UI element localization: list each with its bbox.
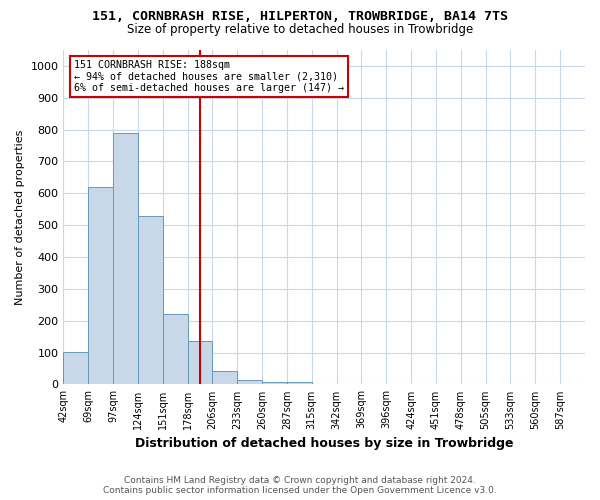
Y-axis label: Number of detached properties: Number of detached properties xyxy=(15,130,25,305)
Text: Size of property relative to detached houses in Trowbridge: Size of property relative to detached ho… xyxy=(127,22,473,36)
Text: 151 CORNBRASH RISE: 188sqm
← 94% of detached houses are smaller (2,310)
6% of se: 151 CORNBRASH RISE: 188sqm ← 94% of deta… xyxy=(74,60,344,93)
Bar xyxy=(163,314,188,384)
Bar xyxy=(237,380,262,384)
X-axis label: Distribution of detached houses by size in Trowbridge: Distribution of detached houses by size … xyxy=(135,437,514,450)
Bar xyxy=(88,187,113,384)
Text: 151, CORNBRASH RISE, HILPERTON, TROWBRIDGE, BA14 7TS: 151, CORNBRASH RISE, HILPERTON, TROWBRID… xyxy=(92,10,508,23)
Bar xyxy=(138,216,163,384)
Bar xyxy=(113,133,138,384)
Bar xyxy=(188,342,212,384)
Bar xyxy=(212,370,237,384)
Bar xyxy=(262,382,287,384)
Bar xyxy=(287,382,312,384)
Text: Contains HM Land Registry data © Crown copyright and database right 2024.
Contai: Contains HM Land Registry data © Crown c… xyxy=(103,476,497,495)
Bar xyxy=(64,352,88,384)
